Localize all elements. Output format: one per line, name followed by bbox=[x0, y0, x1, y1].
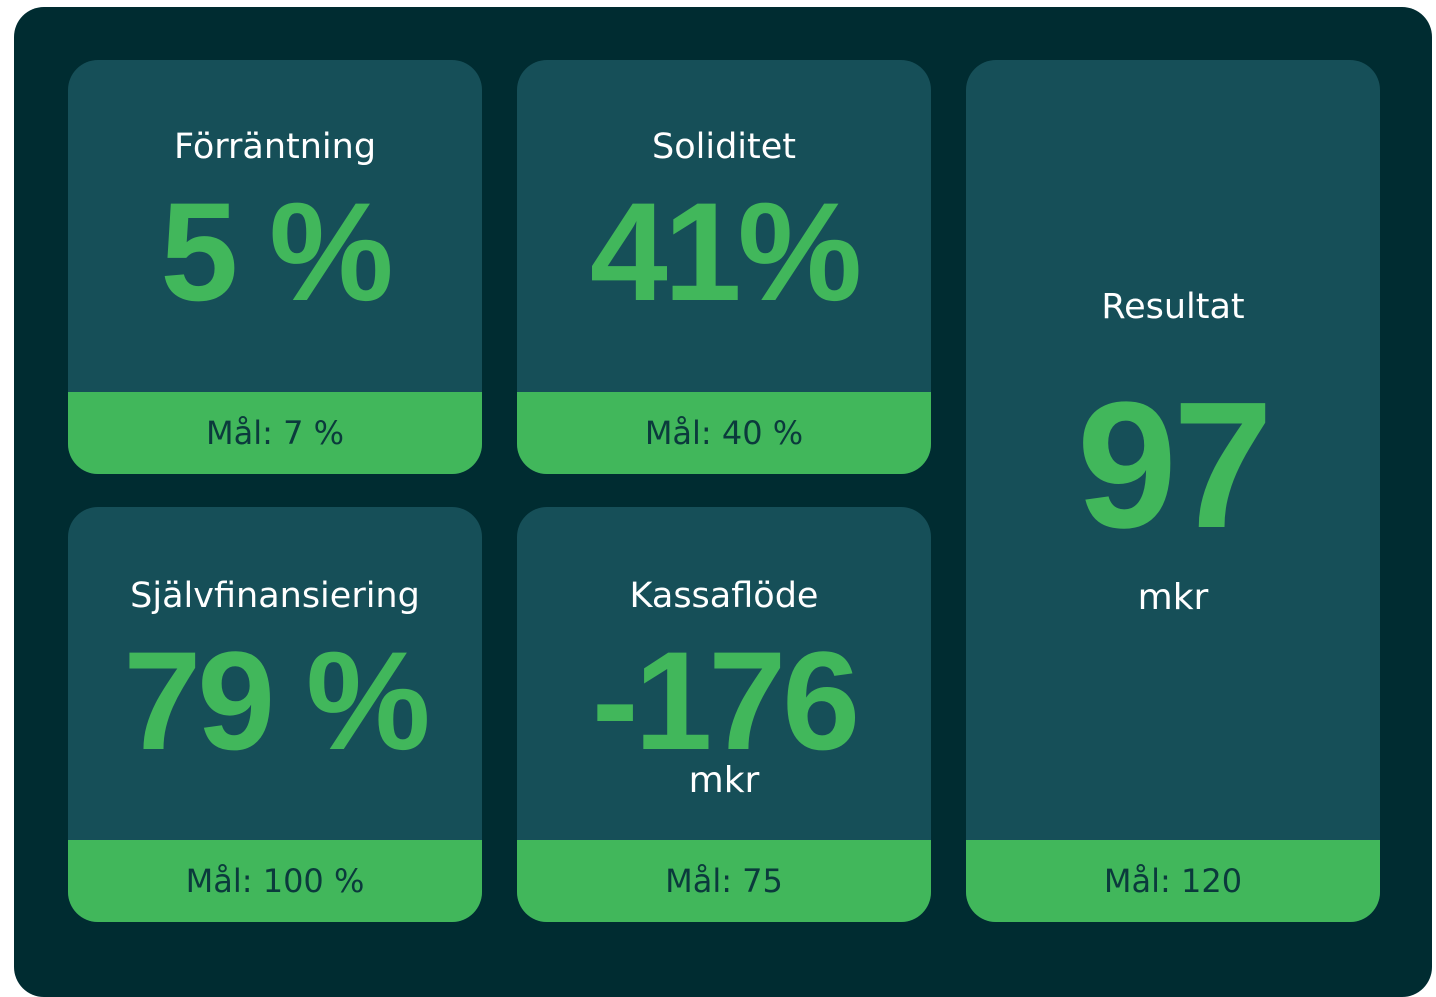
card-title: Soliditet bbox=[652, 127, 796, 167]
page: Förräntning 5 % Mål: 7 % Soliditet 41% M… bbox=[14, 7, 1432, 997]
kpi-card: Resultat 97 mkr Mål: 120 bbox=[966, 60, 1380, 922]
card-title: Resultat bbox=[1101, 287, 1245, 327]
card-goal: Mål: 75 bbox=[517, 840, 931, 922]
card-title: Kassaflöde bbox=[629, 576, 819, 616]
card-value: 97 bbox=[1076, 365, 1273, 566]
kpi-card: Soliditet 41% Mål: 40 % bbox=[517, 60, 931, 474]
card-value: -176 bbox=[591, 622, 860, 779]
kpi-card: Kassaflöde -176 mkr Mål: 75 bbox=[517, 507, 931, 922]
card-value: 5 % bbox=[160, 173, 393, 330]
card-unit: mkr bbox=[1137, 577, 1209, 618]
card-title: Förräntning bbox=[173, 127, 377, 167]
card-goal: Mål: 100 % bbox=[68, 840, 482, 922]
card-value: 79 % bbox=[123, 622, 430, 779]
card-title: Självfinansiering bbox=[130, 576, 420, 616]
kpi-card: Självfinansiering 79 % Mål: 100 % bbox=[68, 507, 482, 922]
card-goal: Mål: 7 % bbox=[68, 392, 482, 474]
card-goal: Mål: 120 bbox=[966, 840, 1380, 922]
card-value: 41% bbox=[589, 173, 862, 330]
card-unit: mkr bbox=[688, 760, 760, 801]
card-goal: Mål: 40 % bbox=[517, 392, 931, 474]
kpi-card: Förräntning 5 % Mål: 7 % bbox=[68, 60, 482, 474]
